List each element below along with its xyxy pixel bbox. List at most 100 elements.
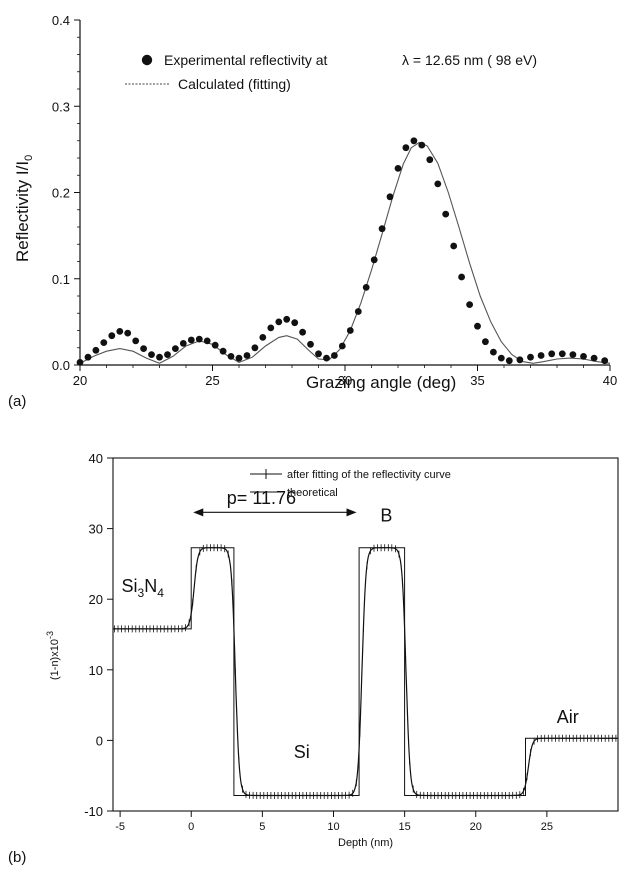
panel-b-depth-profile: -5 0 5 10 15 20 25 -10 0 10 20 30 40 after fitting … xyxy=(8,451,619,866)
panel-a-y-axis-title: Reflectivity I/I0 xyxy=(13,155,35,262)
experimental-point xyxy=(474,322,481,330)
experimental-point xyxy=(251,344,259,352)
experimental-point xyxy=(76,359,84,366)
experimental-point xyxy=(259,334,267,341)
panel-a-x-tick-label: 30 xyxy=(338,373,352,388)
experimental-point xyxy=(323,354,330,362)
panel-b-y-axis-title: (1-n)x10-3 xyxy=(45,631,61,680)
experimental-point xyxy=(227,353,235,360)
experimental-point xyxy=(442,210,450,218)
experimental-point xyxy=(315,350,322,358)
panel-a-x-axis-title: Grazing angle (deg) xyxy=(306,373,456,392)
experimental-point xyxy=(516,356,524,364)
panel-b-y-tick-label: 20 xyxy=(89,592,103,607)
legend-label-theoretical: theoretical xyxy=(287,487,338,499)
panel-b-y-tick-label: 10 xyxy=(89,663,103,678)
experimental-point xyxy=(354,308,362,315)
period-annotation: p= 11.76 xyxy=(193,488,357,517)
experimental-point xyxy=(497,354,505,362)
period-label: p= 11.76 xyxy=(227,488,296,508)
panel-a-label: (a) xyxy=(8,393,26,410)
experimental-point xyxy=(434,180,442,188)
legend-label-wavelength: λ = 12.65 nm ( 98 eV) xyxy=(402,52,537,68)
panel-a-y-tick-label: 0.4 xyxy=(52,13,70,28)
experimental-point xyxy=(124,329,132,337)
panel-a-x-tick-label: 35 xyxy=(470,373,484,388)
experimental-point xyxy=(386,193,394,201)
experimental-point xyxy=(291,319,299,327)
experimental-point xyxy=(548,350,556,358)
panel-b-legend: after fitting of the reflectivity curve … xyxy=(250,469,451,499)
experimental-point xyxy=(132,337,140,345)
experimental-point xyxy=(402,144,410,152)
experimental-point xyxy=(92,346,100,354)
experimental-point xyxy=(148,351,155,358)
experimental-point xyxy=(569,351,577,358)
legend-label-experimental: Experimental reflectivity at xyxy=(164,52,328,68)
panel-a-x-tick-label: 25 xyxy=(205,373,219,388)
panel-b-frame xyxy=(112,457,619,812)
experimental-point xyxy=(172,345,179,352)
experimental-point xyxy=(537,352,545,359)
panel-b-x-tick-label: 25 xyxy=(541,821,553,833)
experimental-point xyxy=(116,328,124,335)
panel-a-x-tick-label: 40 xyxy=(603,373,617,388)
experimental-point xyxy=(267,324,275,332)
experimental-point xyxy=(394,165,402,172)
period-arrow-head-left xyxy=(193,508,204,517)
experimental-point xyxy=(466,301,473,308)
experimental-point xyxy=(410,137,418,145)
panel-b-y-axis-title-sup: -3 xyxy=(45,631,55,639)
panel-a-y-tick-label: 0.3 xyxy=(52,99,70,114)
experimental-point xyxy=(203,337,211,345)
experimental-point xyxy=(108,332,116,340)
experimental-point xyxy=(426,156,434,164)
legend-label-calculated: Calculated (fitting) xyxy=(178,76,291,92)
experimental-point xyxy=(370,256,378,264)
experimental-point xyxy=(235,354,243,362)
layer-label-b: B xyxy=(380,506,392,526)
experimental-point xyxy=(490,348,497,356)
experimental-point xyxy=(482,338,489,346)
experimental-point xyxy=(458,273,465,281)
experimental-point xyxy=(338,342,346,350)
experimental-point xyxy=(558,350,566,358)
panel-a-y-axis-title-sub: 0 xyxy=(23,155,35,161)
period-arrow-head-right xyxy=(346,508,357,517)
experimental-point xyxy=(505,357,513,365)
panel-a-x-tick-label: 20 xyxy=(73,373,87,388)
legend-marker-experimental xyxy=(141,54,153,66)
experimental-point xyxy=(187,336,195,344)
experimental-point xyxy=(283,315,291,323)
experimental-point xyxy=(307,340,314,348)
experimental-point xyxy=(211,341,219,349)
experimental-point xyxy=(84,353,92,361)
panel-b-y-tick-label: 30 xyxy=(89,522,103,537)
experimental-point xyxy=(299,328,306,336)
panel-a-y-tick-label: 0.0 xyxy=(52,358,70,373)
experimental-point xyxy=(450,242,458,250)
experimental-point xyxy=(378,225,386,233)
panel-a-y-tick-label: 0.1 xyxy=(52,272,70,287)
experimental-point xyxy=(179,340,187,347)
experimental-point xyxy=(362,284,370,291)
experimental-point xyxy=(580,353,587,360)
experimental-point xyxy=(219,347,227,355)
experimental-point xyxy=(331,352,338,359)
series-fitted-line xyxy=(113,547,618,797)
experimental-point xyxy=(275,318,283,326)
experimental-point xyxy=(590,354,598,362)
experimental-point xyxy=(527,353,534,361)
experimental-point xyxy=(418,141,426,149)
panel-b-x-tick-label: 15 xyxy=(398,821,410,833)
panel-a-y-tick-label: 0.2 xyxy=(52,186,70,201)
panel-b-x-tick-label: -5 xyxy=(115,821,125,833)
experimental-point xyxy=(164,351,171,358)
panel-b-x-tick-label: 20 xyxy=(470,821,482,833)
experimental-point xyxy=(100,339,108,346)
layer-label-si: Si xyxy=(294,742,310,762)
panel-a-reflectivity: 20 25 30 35 40 0.0 0.1 0.2 0.3 0.4 Experimental … xyxy=(8,13,617,410)
panel-b-x-tick-label: 0 xyxy=(188,821,194,833)
legend-label-fitted: after fitting of the reflectivity curve xyxy=(287,469,451,481)
